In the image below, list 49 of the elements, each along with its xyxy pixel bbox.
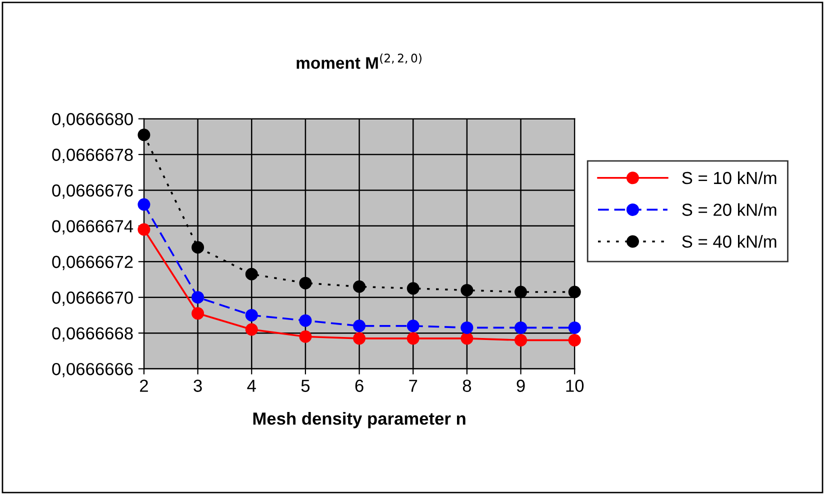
y-tick-label: 0,0666676	[52, 184, 133, 199]
point	[138, 128, 150, 142]
point	[192, 241, 204, 254]
point	[406, 282, 420, 295]
point	[568, 286, 581, 298]
point	[353, 320, 366, 332]
point	[245, 323, 258, 336]
point	[406, 332, 420, 345]
y-tick-label: 0,0666678	[52, 148, 133, 164]
point	[460, 321, 474, 334]
point	[192, 307, 204, 320]
x-tick-label: 3	[194, 380, 202, 392]
x-tick-label: 5	[301, 380, 310, 392]
x-tick-label: 10	[566, 380, 584, 392]
point	[460, 332, 474, 345]
legend-label: S = 20 kN/m	[682, 203, 776, 216]
point	[245, 268, 258, 280]
point	[514, 321, 528, 334]
point	[299, 330, 312, 343]
x-tick-label: 8	[462, 380, 472, 392]
point	[299, 314, 312, 327]
point	[568, 321, 581, 334]
point	[568, 334, 581, 346]
x-tick-label: 9	[516, 380, 525, 392]
point	[138, 223, 150, 236]
y-tick-label: 0,0666670	[52, 292, 133, 306]
point	[192, 291, 204, 304]
point	[353, 280, 366, 293]
legend-label: S = 10 kN/m	[682, 171, 776, 184]
x-axis-title: Mesh density parameter n	[253, 412, 466, 428]
point	[514, 334, 528, 346]
point	[245, 308, 258, 322]
point	[460, 284, 474, 296]
y-tick-label: 0,0666674	[52, 220, 134, 234]
point	[406, 320, 420, 332]
legend-label: S = 40 kN/m	[682, 235, 776, 248]
x-tick-label: 7	[409, 380, 418, 392]
point	[514, 286, 528, 298]
chart-title: moment M$^{(2,2,0)}$	[296, 53, 422, 69]
y-tick-label: 0,0666680	[52, 112, 133, 128]
x-tick-label: 6	[355, 380, 364, 392]
y-tick-label: 0,0666672	[52, 256, 133, 270]
point	[138, 198, 150, 211]
y-tick-label: 0,0666666	[52, 362, 133, 378]
x-tick-label: 4	[247, 380, 256, 392]
y-tick-label: 0,0666668	[52, 327, 133, 342]
point	[353, 332, 366, 345]
x-tick-label: 2	[140, 380, 148, 392]
point	[299, 276, 312, 290]
